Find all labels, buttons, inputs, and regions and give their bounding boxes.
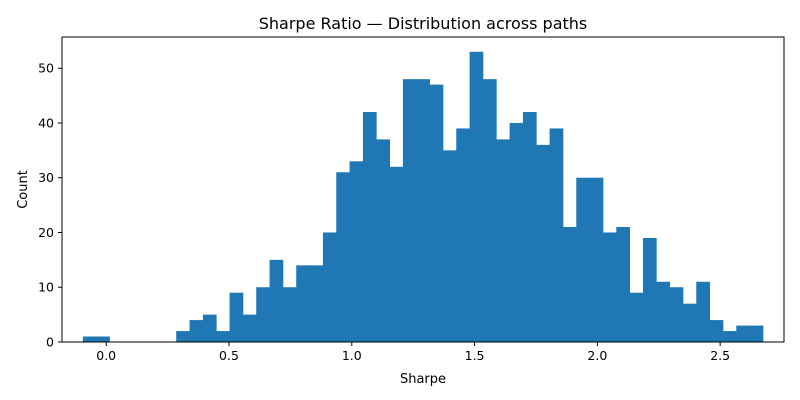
histogram-bar: [549, 128, 564, 342]
histogram-bar: [749, 325, 764, 342]
histogram-bar: [456, 128, 470, 342]
histogram-bar: [696, 281, 711, 342]
histogram-bar: [629, 292, 644, 342]
y-tick-label: 50: [38, 61, 54, 76]
x-axis-ticks: 0.0 0.5 1.0 1.5 2.0 2.5: [96, 342, 730, 363]
histogram-bar: [416, 79, 430, 342]
histogram-bar: [442, 150, 457, 342]
histogram-bar: [256, 287, 270, 342]
histogram-bar: [389, 166, 404, 342]
histogram-bar: [336, 172, 350, 342]
histogram-bar: [736, 325, 751, 342]
histogram-bar: [656, 281, 670, 342]
histogram-bar: [349, 161, 364, 342]
x-axis-label: Sharpe: [400, 372, 446, 387]
y-tick-label: 0: [46, 335, 54, 350]
histogram-bar: [509, 122, 524, 342]
histogram-bar: [602, 232, 617, 342]
histogram-bar: [189, 320, 204, 342]
histogram-bar: [429, 84, 444, 342]
histogram-bar: [576, 177, 590, 342]
y-tick-label: 20: [38, 225, 54, 240]
histogram-bar: [176, 331, 190, 342]
histogram-bar: [309, 265, 324, 342]
histogram-bar: [202, 314, 217, 342]
histogram-bar: [722, 331, 737, 342]
plot-frame: [61, 36, 785, 343]
histogram-bar: [669, 287, 684, 342]
y-tick-label: 30: [38, 170, 54, 185]
chart-title: Sharpe Ratio — Distribution across paths: [259, 14, 588, 33]
histogram-bar: [589, 177, 604, 342]
histogram-bar: [469, 51, 484, 342]
histogram-bar: [96, 336, 110, 342]
bars-layer: [82, 51, 764, 343]
x-tick-label: 0.0: [96, 348, 116, 363]
histogram-bar: [269, 259, 284, 342]
histogram-bar: [242, 314, 257, 342]
histogram-bar: [322, 232, 337, 342]
histogram-bar: [536, 144, 550, 342]
x-tick-label: 0.5: [219, 348, 239, 363]
y-tick-label: 10: [38, 280, 54, 295]
histogram-bar: [709, 320, 724, 342]
histogram-bar: [229, 292, 244, 342]
y-axis-ticks: 0 10 20 30 40 50: [38, 61, 62, 350]
y-tick-label: 40: [38, 115, 54, 130]
histogram-bar: [682, 303, 697, 342]
histogram-bar: [616, 227, 630, 342]
x-tick-label: 2.5: [710, 348, 730, 363]
histogram-bar: [482, 79, 497, 342]
y-axis-label: Count: [16, 170, 31, 209]
histogram-bar: [82, 336, 97, 342]
histogram-bar: [282, 287, 297, 342]
x-tick-label: 2.0: [587, 348, 607, 363]
histogram-bar: [362, 112, 377, 343]
x-tick-label: 1.0: [342, 348, 362, 363]
x-tick-label: 1.5: [465, 348, 485, 363]
histogram-bar: [496, 139, 510, 342]
histogram-bar: [376, 139, 390, 342]
histogram-bar: [402, 79, 417, 342]
histogram-bar: [522, 112, 537, 343]
histogram-bar: [216, 331, 230, 342]
histogram-bar: [296, 265, 310, 342]
histogram-bar: [642, 237, 657, 342]
histogram-bar: [562, 227, 577, 342]
